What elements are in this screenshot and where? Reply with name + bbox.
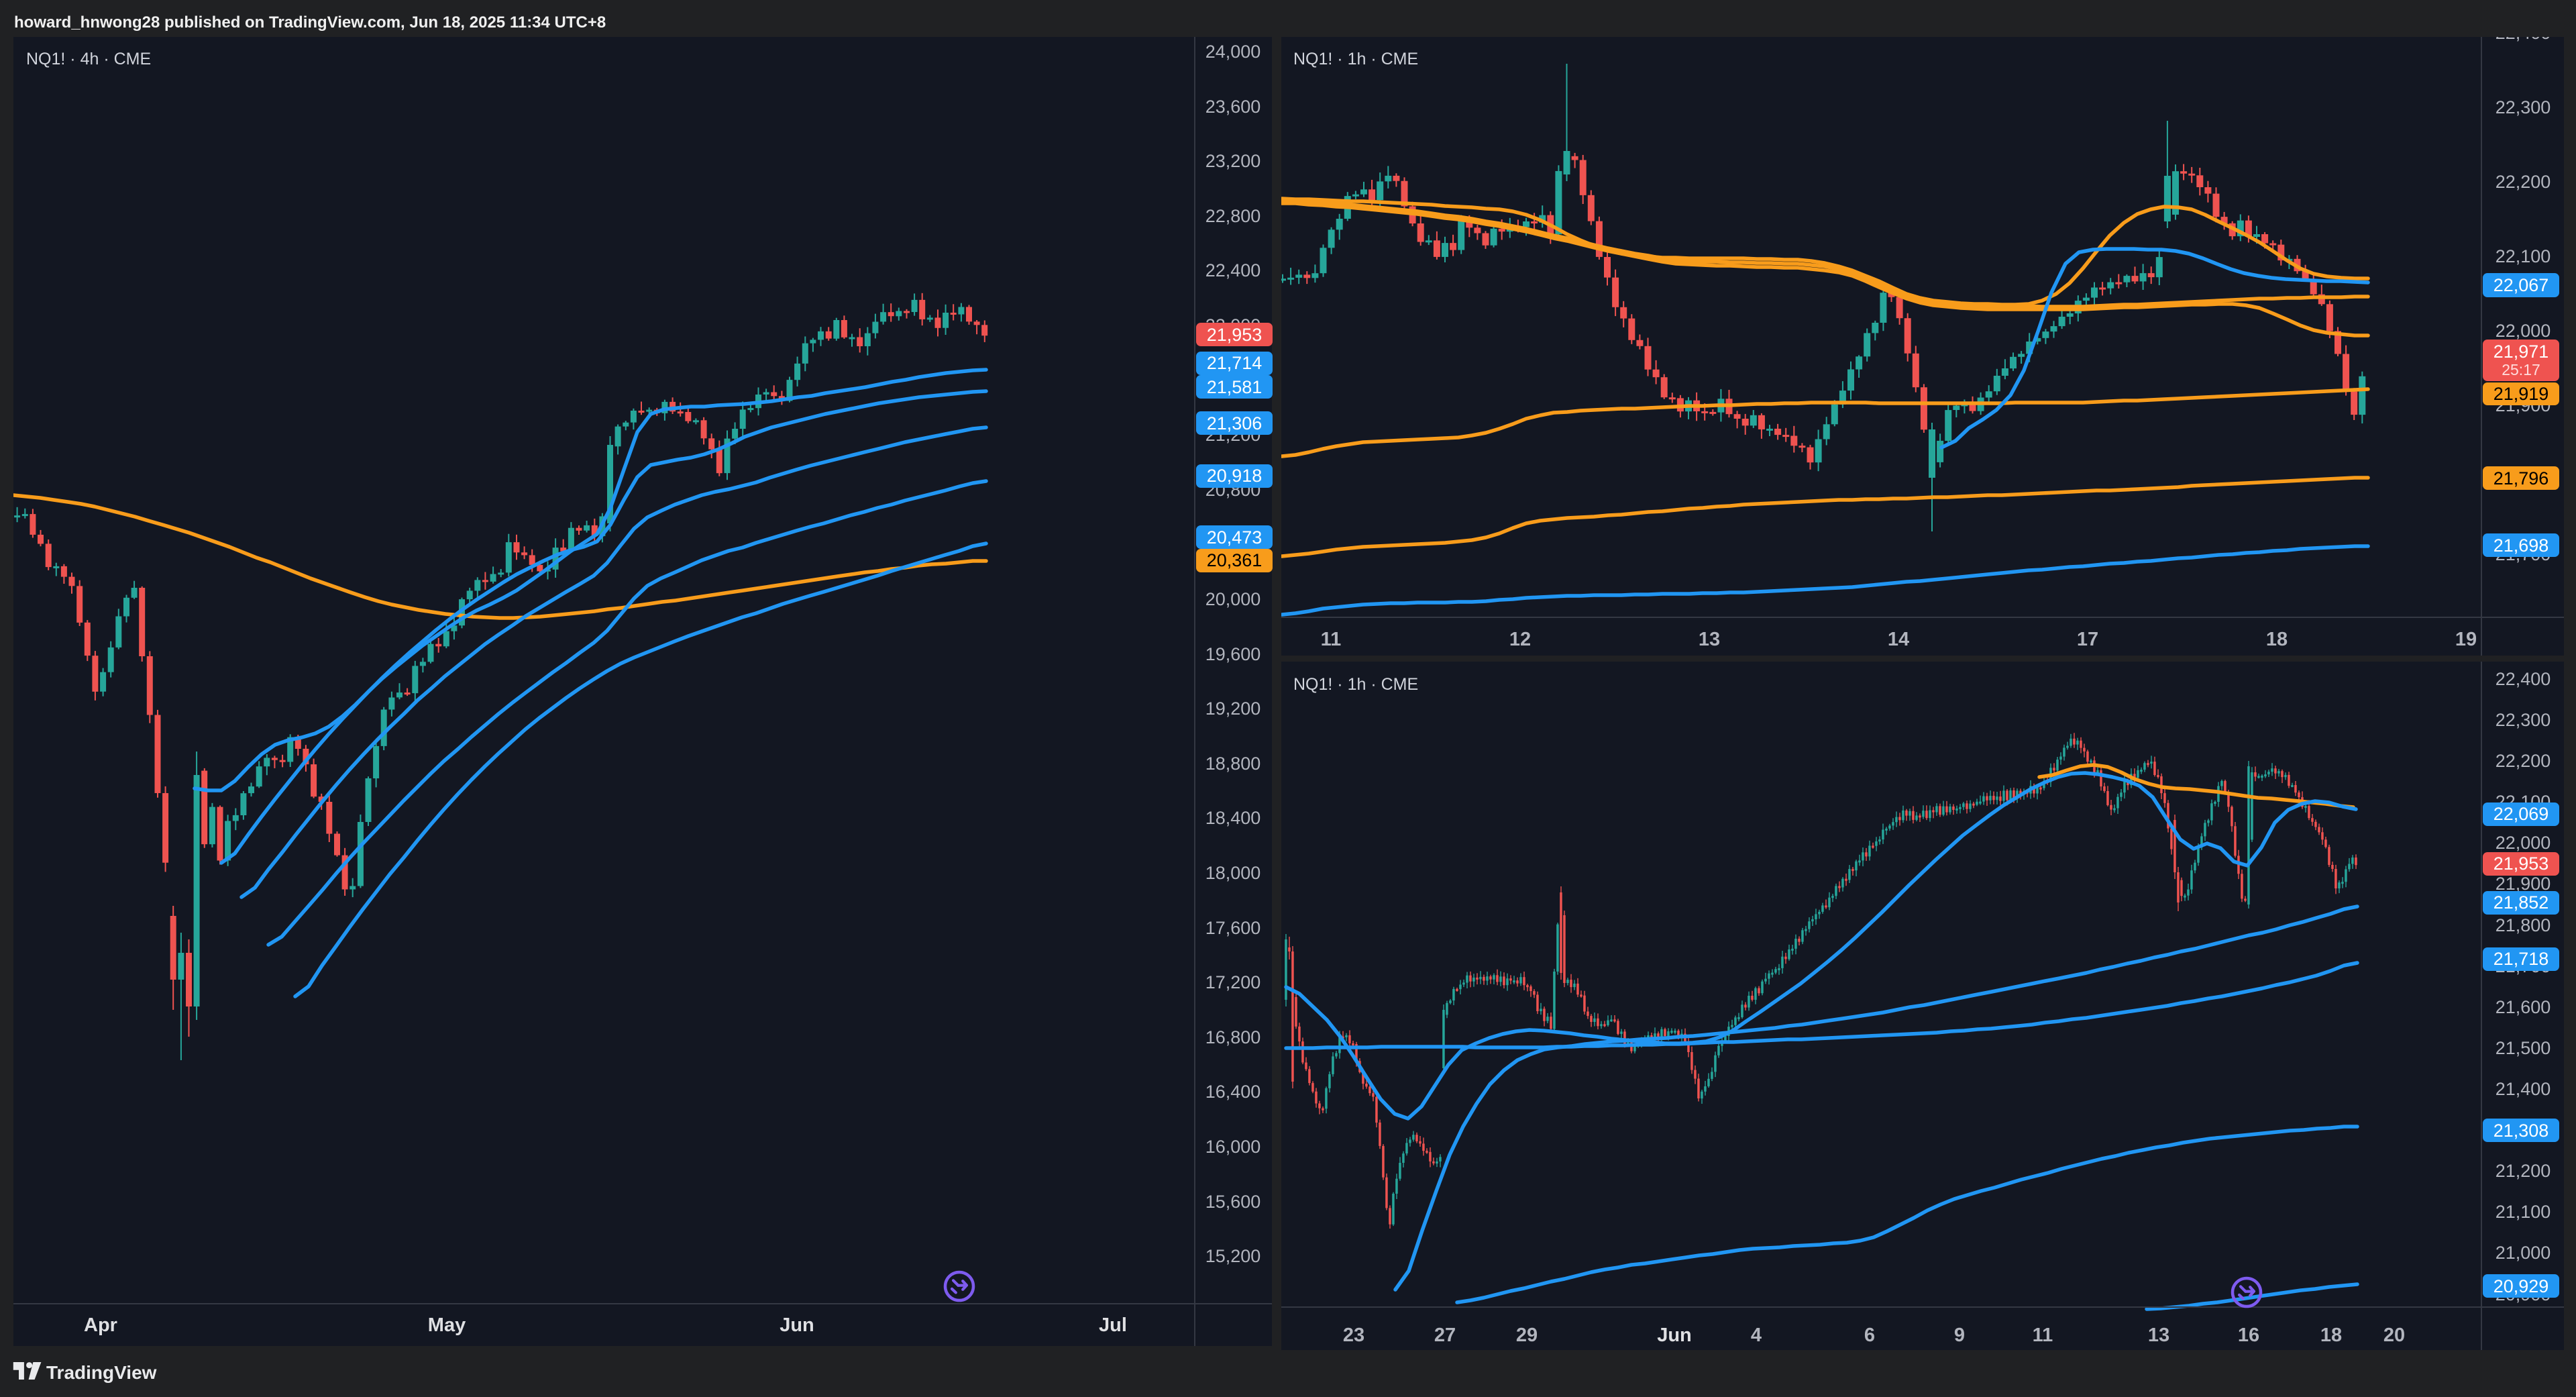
- svg-text:19,200: 19,200: [1205, 698, 1261, 719]
- svg-text:22,067: 22,067: [2493, 275, 2549, 295]
- svg-text:21,900: 21,900: [2496, 874, 2551, 894]
- svg-text:24,000: 24,000: [1205, 42, 1261, 62]
- svg-text:20,473: 20,473: [1207, 527, 1263, 548]
- svg-text:21,953: 21,953: [2493, 853, 2549, 874]
- svg-text:23,200: 23,200: [1205, 151, 1261, 171]
- svg-text:22,069: 22,069: [2493, 804, 2549, 824]
- svg-text:Jun: Jun: [780, 1314, 814, 1336]
- svg-text:22,400: 22,400: [1205, 260, 1261, 280]
- svg-text:21,698: 21,698: [2493, 535, 2549, 556]
- svg-text:Jun: Jun: [1657, 1325, 1692, 1346]
- svg-text:20: 20: [2383, 1325, 2405, 1346]
- svg-text:18: 18: [2266, 629, 2288, 650]
- svg-text:Jul: Jul: [1099, 1314, 1127, 1336]
- svg-text:21,800: 21,800: [2496, 915, 2551, 935]
- svg-text:22,300: 22,300: [2496, 97, 2551, 117]
- svg-text:May: May: [428, 1314, 466, 1336]
- svg-text:23: 23: [1343, 1325, 1364, 1346]
- svg-text:21,852: 21,852: [2493, 892, 2549, 913]
- svg-text:21,953: 21,953: [1207, 325, 1263, 345]
- svg-text:21,718: 21,718: [2493, 949, 2549, 969]
- svg-text:22,000: 22,000: [2496, 833, 2551, 853]
- svg-text:9: 9: [1954, 1325, 1965, 1346]
- svg-text:21,581: 21,581: [1207, 377, 1263, 397]
- svg-text:12: 12: [1509, 629, 1531, 650]
- svg-text:21,100: 21,100: [2496, 1202, 2551, 1222]
- svg-text:NQ1! · 1h · CME: NQ1! · 1h · CME: [1293, 50, 1418, 68]
- svg-text:21,796: 21,796: [2493, 468, 2549, 488]
- svg-text:19,600: 19,600: [1205, 644, 1261, 664]
- svg-text:NQ1! · 4h · CME: NQ1! · 4h · CME: [26, 50, 151, 68]
- svg-text:TradingView: TradingView: [46, 1362, 157, 1383]
- svg-text:21,714: 21,714: [1207, 353, 1263, 373]
- svg-text:25:17: 25:17: [2502, 361, 2540, 378]
- svg-text:18,000: 18,000: [1205, 863, 1261, 883]
- svg-text:howard_hnwong28 published on T: howard_hnwong28 published on TradingView…: [14, 13, 606, 32]
- svg-text:11: 11: [1321, 629, 1342, 650]
- svg-text:29: 29: [1516, 1325, 1538, 1346]
- svg-text:17: 17: [2077, 629, 2098, 650]
- svg-text:4: 4: [1751, 1325, 1762, 1346]
- svg-text:NQ1! · 1h · CME: NQ1! · 1h · CME: [1293, 675, 1418, 694]
- svg-text:21,600: 21,600: [2496, 997, 2551, 1017]
- svg-text:18,400: 18,400: [1205, 808, 1261, 828]
- svg-text:16,000: 16,000: [1205, 1137, 1261, 1157]
- svg-text:27: 27: [1434, 1325, 1456, 1346]
- svg-text:15,200: 15,200: [1205, 1246, 1261, 1266]
- svg-text:21,306: 21,306: [1207, 413, 1263, 433]
- svg-text:16,400: 16,400: [1205, 1082, 1261, 1102]
- svg-text:14: 14: [1888, 629, 1909, 650]
- svg-text:18,800: 18,800: [1205, 754, 1261, 774]
- svg-text:21,000: 21,000: [2496, 1243, 2551, 1263]
- svg-text:21,400: 21,400: [2496, 1079, 2551, 1099]
- svg-text:19: 19: [2455, 629, 2477, 650]
- svg-text:17,600: 17,600: [1205, 918, 1261, 938]
- svg-text:13: 13: [2148, 1325, 2169, 1346]
- svg-text:22,300: 22,300: [2496, 710, 2551, 730]
- svg-text:22,800: 22,800: [1205, 206, 1261, 226]
- svg-text:Apr: Apr: [84, 1314, 117, 1336]
- svg-text:21,971: 21,971: [2493, 342, 2549, 362]
- svg-text:23,600: 23,600: [1205, 97, 1261, 117]
- svg-text:13: 13: [1699, 629, 1720, 650]
- svg-text:18: 18: [2320, 1325, 2342, 1346]
- svg-text:20,929: 20,929: [2493, 1276, 2549, 1296]
- svg-text:20,000: 20,000: [1205, 589, 1261, 609]
- svg-text:22,200: 22,200: [2496, 751, 2551, 771]
- svg-text:15,600: 15,600: [1205, 1192, 1261, 1212]
- svg-text:21,500: 21,500: [2496, 1038, 2551, 1058]
- svg-text:20,361: 20,361: [1207, 550, 1263, 570]
- svg-text:22,000: 22,000: [2496, 321, 2551, 341]
- svg-text:16: 16: [2238, 1325, 2259, 1346]
- svg-text:11: 11: [2033, 1325, 2053, 1346]
- svg-text:21,919: 21,919: [2493, 384, 2549, 404]
- svg-text:17,200: 17,200: [1205, 972, 1261, 992]
- svg-text:6: 6: [1864, 1325, 1875, 1346]
- svg-text:20,918: 20,918: [1207, 466, 1263, 486]
- svg-text:16,800: 16,800: [1205, 1027, 1261, 1047]
- svg-text:22,100: 22,100: [2496, 246, 2551, 266]
- svg-text:21,308: 21,308: [2493, 1121, 2549, 1141]
- svg-text:22,400: 22,400: [2496, 669, 2551, 689]
- svg-text:21,200: 21,200: [2496, 1161, 2551, 1181]
- svg-text:22,200: 22,200: [2496, 172, 2551, 192]
